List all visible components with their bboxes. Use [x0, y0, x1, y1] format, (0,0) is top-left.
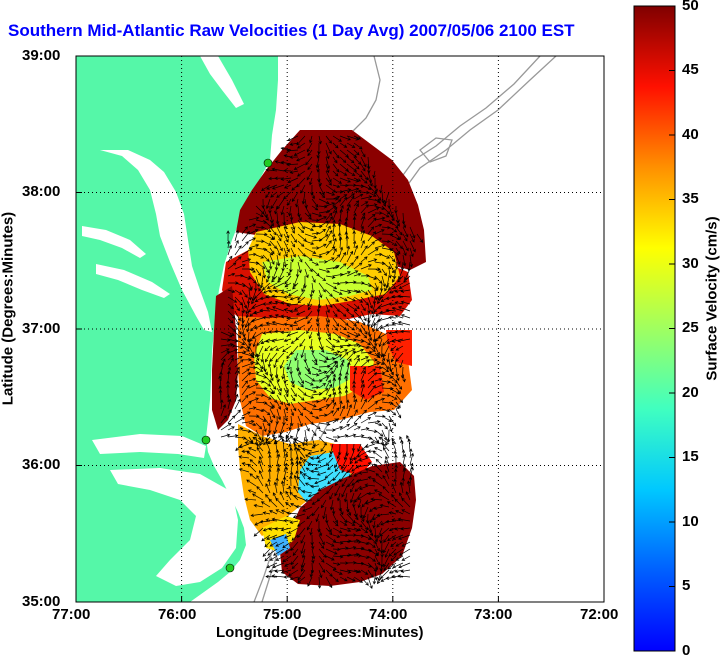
colorbar-tick-label: 30: [682, 255, 699, 272]
x-tick-label: 75:00: [263, 606, 302, 623]
delaware-bay: [200, 56, 244, 108]
x-tick-label: 77:00: [52, 606, 91, 623]
map-title: Southern Mid-Atlantic Raw Velocities (1 …: [8, 21, 575, 40]
colorbar-tick-label: 0: [682, 642, 691, 659]
colorbar-tick-marks: [669, 70, 675, 587]
x-tick-label: 74:00: [369, 606, 408, 623]
colorbar-tick-label: 35: [682, 190, 699, 207]
colorbar: [633, 5, 676, 652]
bay-tributary: [96, 264, 170, 298]
vector-arrows: [218, 135, 424, 589]
y-tick-label: 39:00: [22, 47, 61, 64]
radar-station-marker: [201, 435, 211, 445]
y-tick-label: 38:00: [22, 183, 61, 200]
grid-lines: [76, 56, 604, 602]
x-axis-label: Longitude (Degrees:Minutes): [216, 624, 424, 641]
colorbar-tick-label: 45: [682, 61, 699, 78]
colorbar-tick-label: 20: [682, 384, 699, 401]
colorbar-tick-label: 10: [682, 513, 699, 530]
velocity-patch: [350, 366, 384, 400]
x-tick-label: 73:00: [474, 606, 513, 623]
x-tick-label: 76:00: [158, 606, 197, 623]
colorbar-tick-label: 40: [682, 126, 699, 143]
pamlico-sound: [110, 468, 238, 586]
y-tick-label: 35:00: [22, 593, 61, 610]
current-vectors: [218, 135, 424, 589]
axis-tick-marks: [76, 192, 499, 602]
x-tick-label: 72:00: [580, 606, 619, 623]
albemarle-sound: [92, 434, 206, 458]
velocity-patch: [262, 256, 372, 300]
colorbar-tick-label: 25: [682, 319, 699, 336]
y-tick-label: 36:00: [22, 456, 61, 473]
radar-station-marker: [225, 563, 235, 573]
y-tick-label: 37:00: [22, 320, 61, 337]
colorbar-label: Surface Velocity (cm/s): [703, 216, 721, 381]
radar-station-marker: [263, 158, 273, 168]
bay-tributary: [82, 226, 146, 258]
colorbar-tick-label: 15: [682, 448, 699, 465]
chesapeake-bay: [100, 150, 212, 332]
colorbar-tick-label: 5: [682, 577, 691, 594]
colorbar-tick-label: 50: [682, 0, 699, 14]
y-axis-label: Latitude (Degrees:Minutes): [0, 211, 17, 406]
